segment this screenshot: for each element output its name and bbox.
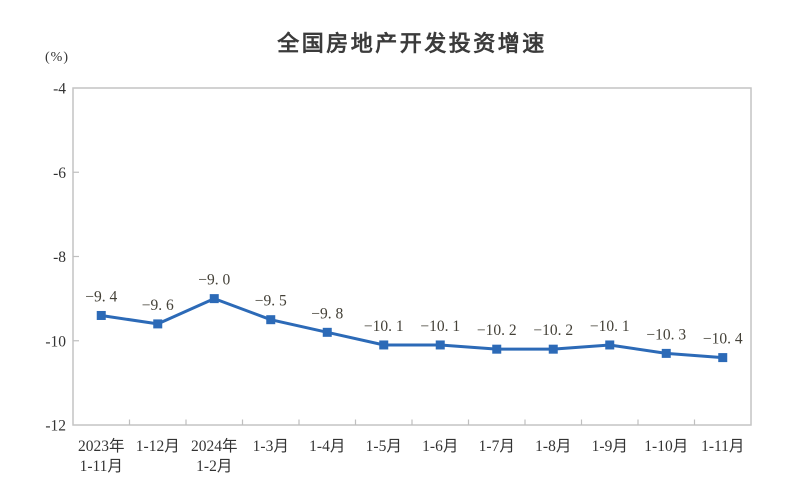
data-point-marker	[548, 344, 558, 354]
data-point-marker	[153, 319, 163, 329]
y-axis-tick-label: -10	[45, 333, 66, 350]
x-axis-category-label: 1-9月	[592, 438, 628, 455]
data-point-label: −9. 8	[311, 305, 343, 322]
y-axis-tick-label: -8	[53, 249, 66, 266]
data-point-marker	[266, 315, 276, 325]
x-axis-category-label: 1-10月	[644, 438, 688, 455]
data-point-label: −9. 0	[198, 272, 230, 289]
data-point-label: −9. 4	[85, 288, 117, 305]
data-point-marker	[661, 348, 671, 358]
x-axis-category-label: 1-8月	[535, 438, 571, 455]
x-axis-category-label: 1-3月	[253, 438, 289, 455]
data-point-label: −10. 2	[477, 322, 517, 339]
x-axis-category-label: 1-11月	[701, 438, 744, 455]
data-point-marker	[379, 340, 389, 350]
x-axis-category-label: 1-5月	[366, 438, 402, 455]
y-axis-unit-label: (%)	[45, 50, 69, 65]
data-point-marker	[209, 294, 219, 304]
x-axis-category-label: 1-12月	[136, 438, 180, 455]
data-point-marker	[605, 340, 615, 350]
x-axis-category-label: 2023年	[78, 437, 125, 455]
data-point-marker	[322, 327, 332, 337]
data-point-label: −9. 6	[142, 297, 174, 314]
data-point-label: −10. 2	[533, 322, 573, 339]
y-axis-tick-label: -6	[53, 165, 66, 182]
plot-border	[72, 87, 752, 426]
x-axis-category-label: 1-2月	[196, 458, 232, 475]
data-point-label: −10. 4	[703, 331, 743, 348]
data-point-label: −10. 1	[590, 318, 630, 335]
data-point-label: −10. 1	[420, 318, 460, 335]
data-point-label: −10. 1	[364, 318, 404, 335]
x-axis-category-label: 2024年	[191, 437, 238, 455]
x-axis-category-label: 1-7月	[479, 438, 515, 455]
x-axis-category-label: 1-11月	[80, 458, 123, 475]
data-point-marker	[492, 344, 502, 354]
data-point-label: −10. 3	[646, 326, 686, 343]
data-point-label: −9. 5	[255, 293, 287, 310]
chart-title: 全国房地产开发投资增速	[277, 31, 547, 56]
x-axis-category-label: 1-6月	[422, 438, 458, 455]
y-axis-tick-label: -4	[53, 81, 66, 98]
data-point-marker	[718, 353, 728, 363]
x-axis-category-label: 1-4月	[309, 438, 345, 455]
data-point-marker	[96, 310, 106, 320]
y-axis-tick-label: -12	[45, 418, 66, 435]
series-line	[99, 297, 725, 360]
data-point-marker	[435, 340, 445, 350]
